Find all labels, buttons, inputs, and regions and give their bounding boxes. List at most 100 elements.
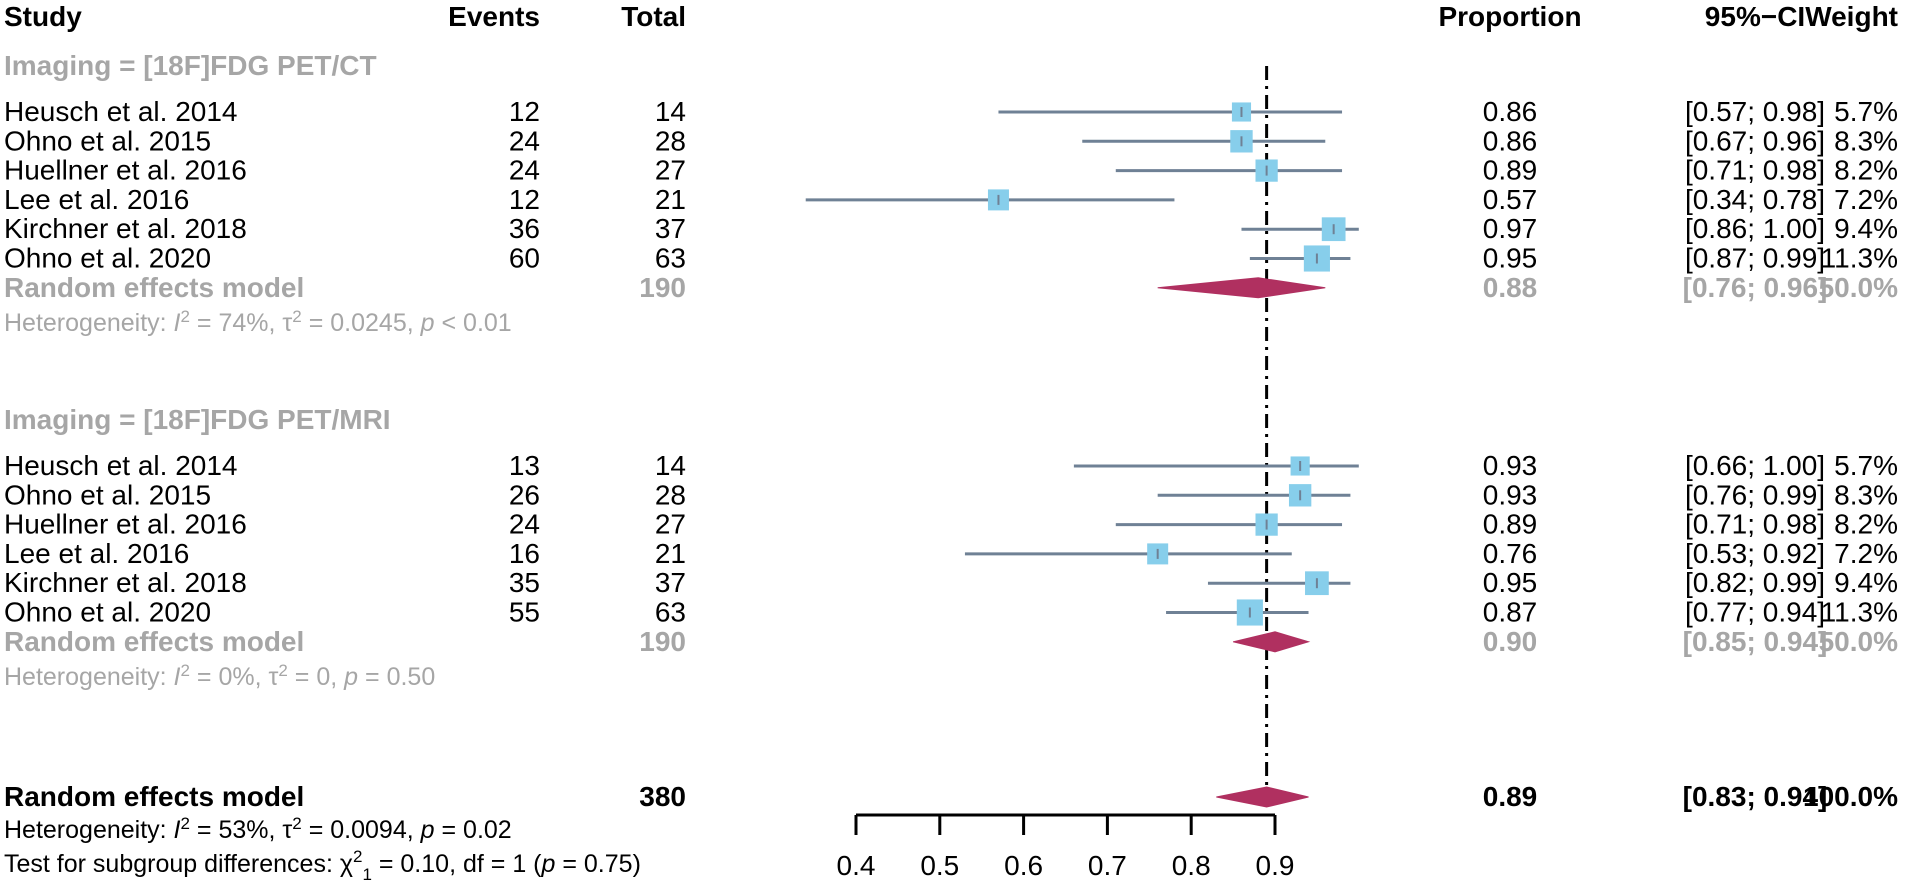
heterogeneity-g1: Heterogeneity: I2 = 74%, τ2 = 0.0245, p … <box>4 307 512 337</box>
x-tick-label-3: 0.6 <box>1004 850 1043 881</box>
proportion-g1-s3: 0.89 <box>1483 155 1538 186</box>
study-name-g1-s3: Huellner et al. 2016 <box>4 155 247 186</box>
subgroup-test-prefix: Test for subgroup differences: <box>4 850 340 878</box>
study-name-g2-s3: Huellner et al. 2016 <box>4 509 247 540</box>
proportion-g1-s5: 0.97 <box>1483 213 1538 244</box>
x-tick-label-4: 0.7 <box>1088 850 1127 881</box>
ci-g2-s4: [0.53; 0.92] <box>1685 538 1825 569</box>
subgroup-test-df-label: , df = <box>449 850 512 878</box>
weight-g1-s5: 9.4% <box>1834 213 1898 244</box>
events-g1-s3: 24 <box>509 155 540 186</box>
proportion-g2-s4: 0.76 <box>1483 538 1538 569</box>
overall-weight: 100.0% <box>1803 781 1898 812</box>
heterogeneity-overall-p-letter: p <box>420 816 435 844</box>
events-g2-s2: 26 <box>509 479 540 510</box>
ci-g1-s1: [0.57; 0.98] <box>1685 96 1825 127</box>
weight-g2-s5: 9.4% <box>1834 567 1898 598</box>
events-g2-s4: 16 <box>509 538 540 569</box>
weight-g2-s3: 8.2% <box>1834 509 1898 540</box>
proportion-g2-s1: 0.93 <box>1483 450 1538 481</box>
heterogeneity-g1-tau2: 0.0245 <box>330 309 406 337</box>
heterogeneity-g2-p: 0.50 <box>387 663 436 691</box>
heterogeneity-g1-prefix: Heterogeneity: <box>4 309 174 337</box>
study-name-g1-s5: Kirchner et al. 2018 <box>4 213 247 244</box>
heterogeneity-overall-p-op: = <box>435 816 464 844</box>
header-events: Events <box>448 1 540 32</box>
total-g2-s1: 14 <box>655 450 686 481</box>
heterogeneity-g2-i2-exp: 2 <box>181 661 190 680</box>
heterogeneity-g1-eq2: = <box>302 309 331 337</box>
subgroup-test-chi-exp: 2 <box>353 847 362 866</box>
proportion-g1-s2: 0.86 <box>1483 125 1538 156</box>
subgroup-test-open: ( <box>526 850 542 878</box>
header-total: Total <box>621 1 686 32</box>
heterogeneity-g1-p-letter: p <box>420 309 435 337</box>
weight-g1-s3: 8.2% <box>1834 155 1898 186</box>
ci-g1-s3: [0.71; 0.98] <box>1685 155 1825 186</box>
heterogeneity-g1-i2-exp: 2 <box>181 307 190 326</box>
model-ci-g2: [0.85; 0.94] <box>1683 626 1828 657</box>
subgroup-test-close: ) <box>633 850 641 878</box>
subgroup-test-p-eq: = <box>555 850 584 878</box>
total-g2-s2: 28 <box>655 479 686 510</box>
x-tick-label-1: 0.4 <box>837 850 876 881</box>
ci-g1-s6: [0.87; 0.99] <box>1685 243 1825 274</box>
header-ci: 95%−CI <box>1705 1 1805 32</box>
events-g1-s6: 60 <box>509 243 540 274</box>
model-weight-g1: 50.0% <box>1819 272 1898 303</box>
total-g1-s1: 14 <box>655 96 686 127</box>
subgroup-label-2: Imaging = [18F]FDG PET/MRI <box>4 404 391 435</box>
heterogeneity-g1-p-symbol: , <box>407 309 421 337</box>
ci-g2-s1: [0.66; 1.00] <box>1685 450 1825 481</box>
overall-proportion: 0.89 <box>1483 781 1538 812</box>
weight-g1-s2: 8.3% <box>1834 125 1898 156</box>
model-ci-g1: [0.76; 0.96] <box>1683 272 1828 303</box>
ci-g1-s4: [0.34; 0.78] <box>1685 184 1825 215</box>
heterogeneity-g1-p: 0.01 <box>463 309 512 337</box>
subgroup-test-eq: = <box>372 850 401 878</box>
events-g2-s6: 55 <box>509 597 540 628</box>
events-g2-s5: 35 <box>509 567 540 598</box>
total-g1-s6: 63 <box>655 243 686 274</box>
header-weight: Weight <box>1805 1 1898 32</box>
subgroup-test-df: 1 <box>512 850 526 878</box>
proportion-g1-s4: 0.57 <box>1483 184 1538 215</box>
ci-g2-s3: [0.71; 0.98] <box>1685 509 1825 540</box>
subgroup-test-p-letter: p <box>541 850 556 878</box>
heterogeneity-g1-tau-symbol: , τ <box>269 309 293 337</box>
events-g1-s4: 12 <box>509 184 540 215</box>
heterogeneity-overall-prefix: Heterogeneity: <box>4 816 174 844</box>
heterogeneity-overall-i2-exp: 2 <box>181 814 190 833</box>
weight-g2-s6: 11.3% <box>1821 597 1898 628</box>
subgroup-label-1: Imaging = [18F]FDG PET/CT <box>4 50 377 81</box>
study-name-g1-s6: Ohno et al. 2020 <box>4 243 211 274</box>
proportion-g2-s6: 0.87 <box>1483 597 1538 628</box>
heterogeneity-g1-i2: 74% <box>218 309 268 337</box>
heterogeneity-overall-eq: = <box>190 816 219 844</box>
total-g2-s5: 37 <box>655 567 686 598</box>
heterogeneity-overall-tau-symbol: , τ <box>269 816 293 844</box>
study-name-g2-s5: Kirchner et al. 2018 <box>4 567 247 598</box>
heterogeneity-g2: Heterogeneity: I2 = 0%, τ2 = 0, p = 0.50 <box>4 661 435 691</box>
weight-g2-s2: 8.3% <box>1834 479 1898 510</box>
ci-g2-s6: [0.77; 0.94] <box>1685 597 1825 628</box>
heterogeneity-overall-i2: 53% <box>218 816 268 844</box>
heterogeneity-g1-eq: = <box>190 309 219 337</box>
heterogeneity-g2-tau2: 0 <box>316 663 330 691</box>
ci-g2-s2: [0.76; 0.99] <box>1685 479 1825 510</box>
overall-diamond <box>1216 786 1309 808</box>
total-g2-s3: 27 <box>655 509 686 540</box>
ci-g1-s5: [0.86; 1.00] <box>1685 213 1825 244</box>
total-g1-s4: 21 <box>655 184 686 215</box>
x-tick-label-5: 0.8 <box>1172 850 1211 881</box>
proportion-g2-s2: 0.93 <box>1483 479 1538 510</box>
weight-g1-s1: 5.7% <box>1834 96 1898 127</box>
heterogeneity-overall-tau2: 0.0094 <box>330 816 407 844</box>
ci-g1-s2: [0.67; 0.96] <box>1685 125 1825 156</box>
proportion-g2-s5: 0.95 <box>1483 567 1538 598</box>
model-weight-g2: 50.0% <box>1819 626 1898 657</box>
model-proportion-g1: 0.88 <box>1483 272 1538 303</box>
total-g1-s3: 27 <box>655 155 686 186</box>
heterogeneity-overall-tau-exp: 2 <box>292 814 301 833</box>
